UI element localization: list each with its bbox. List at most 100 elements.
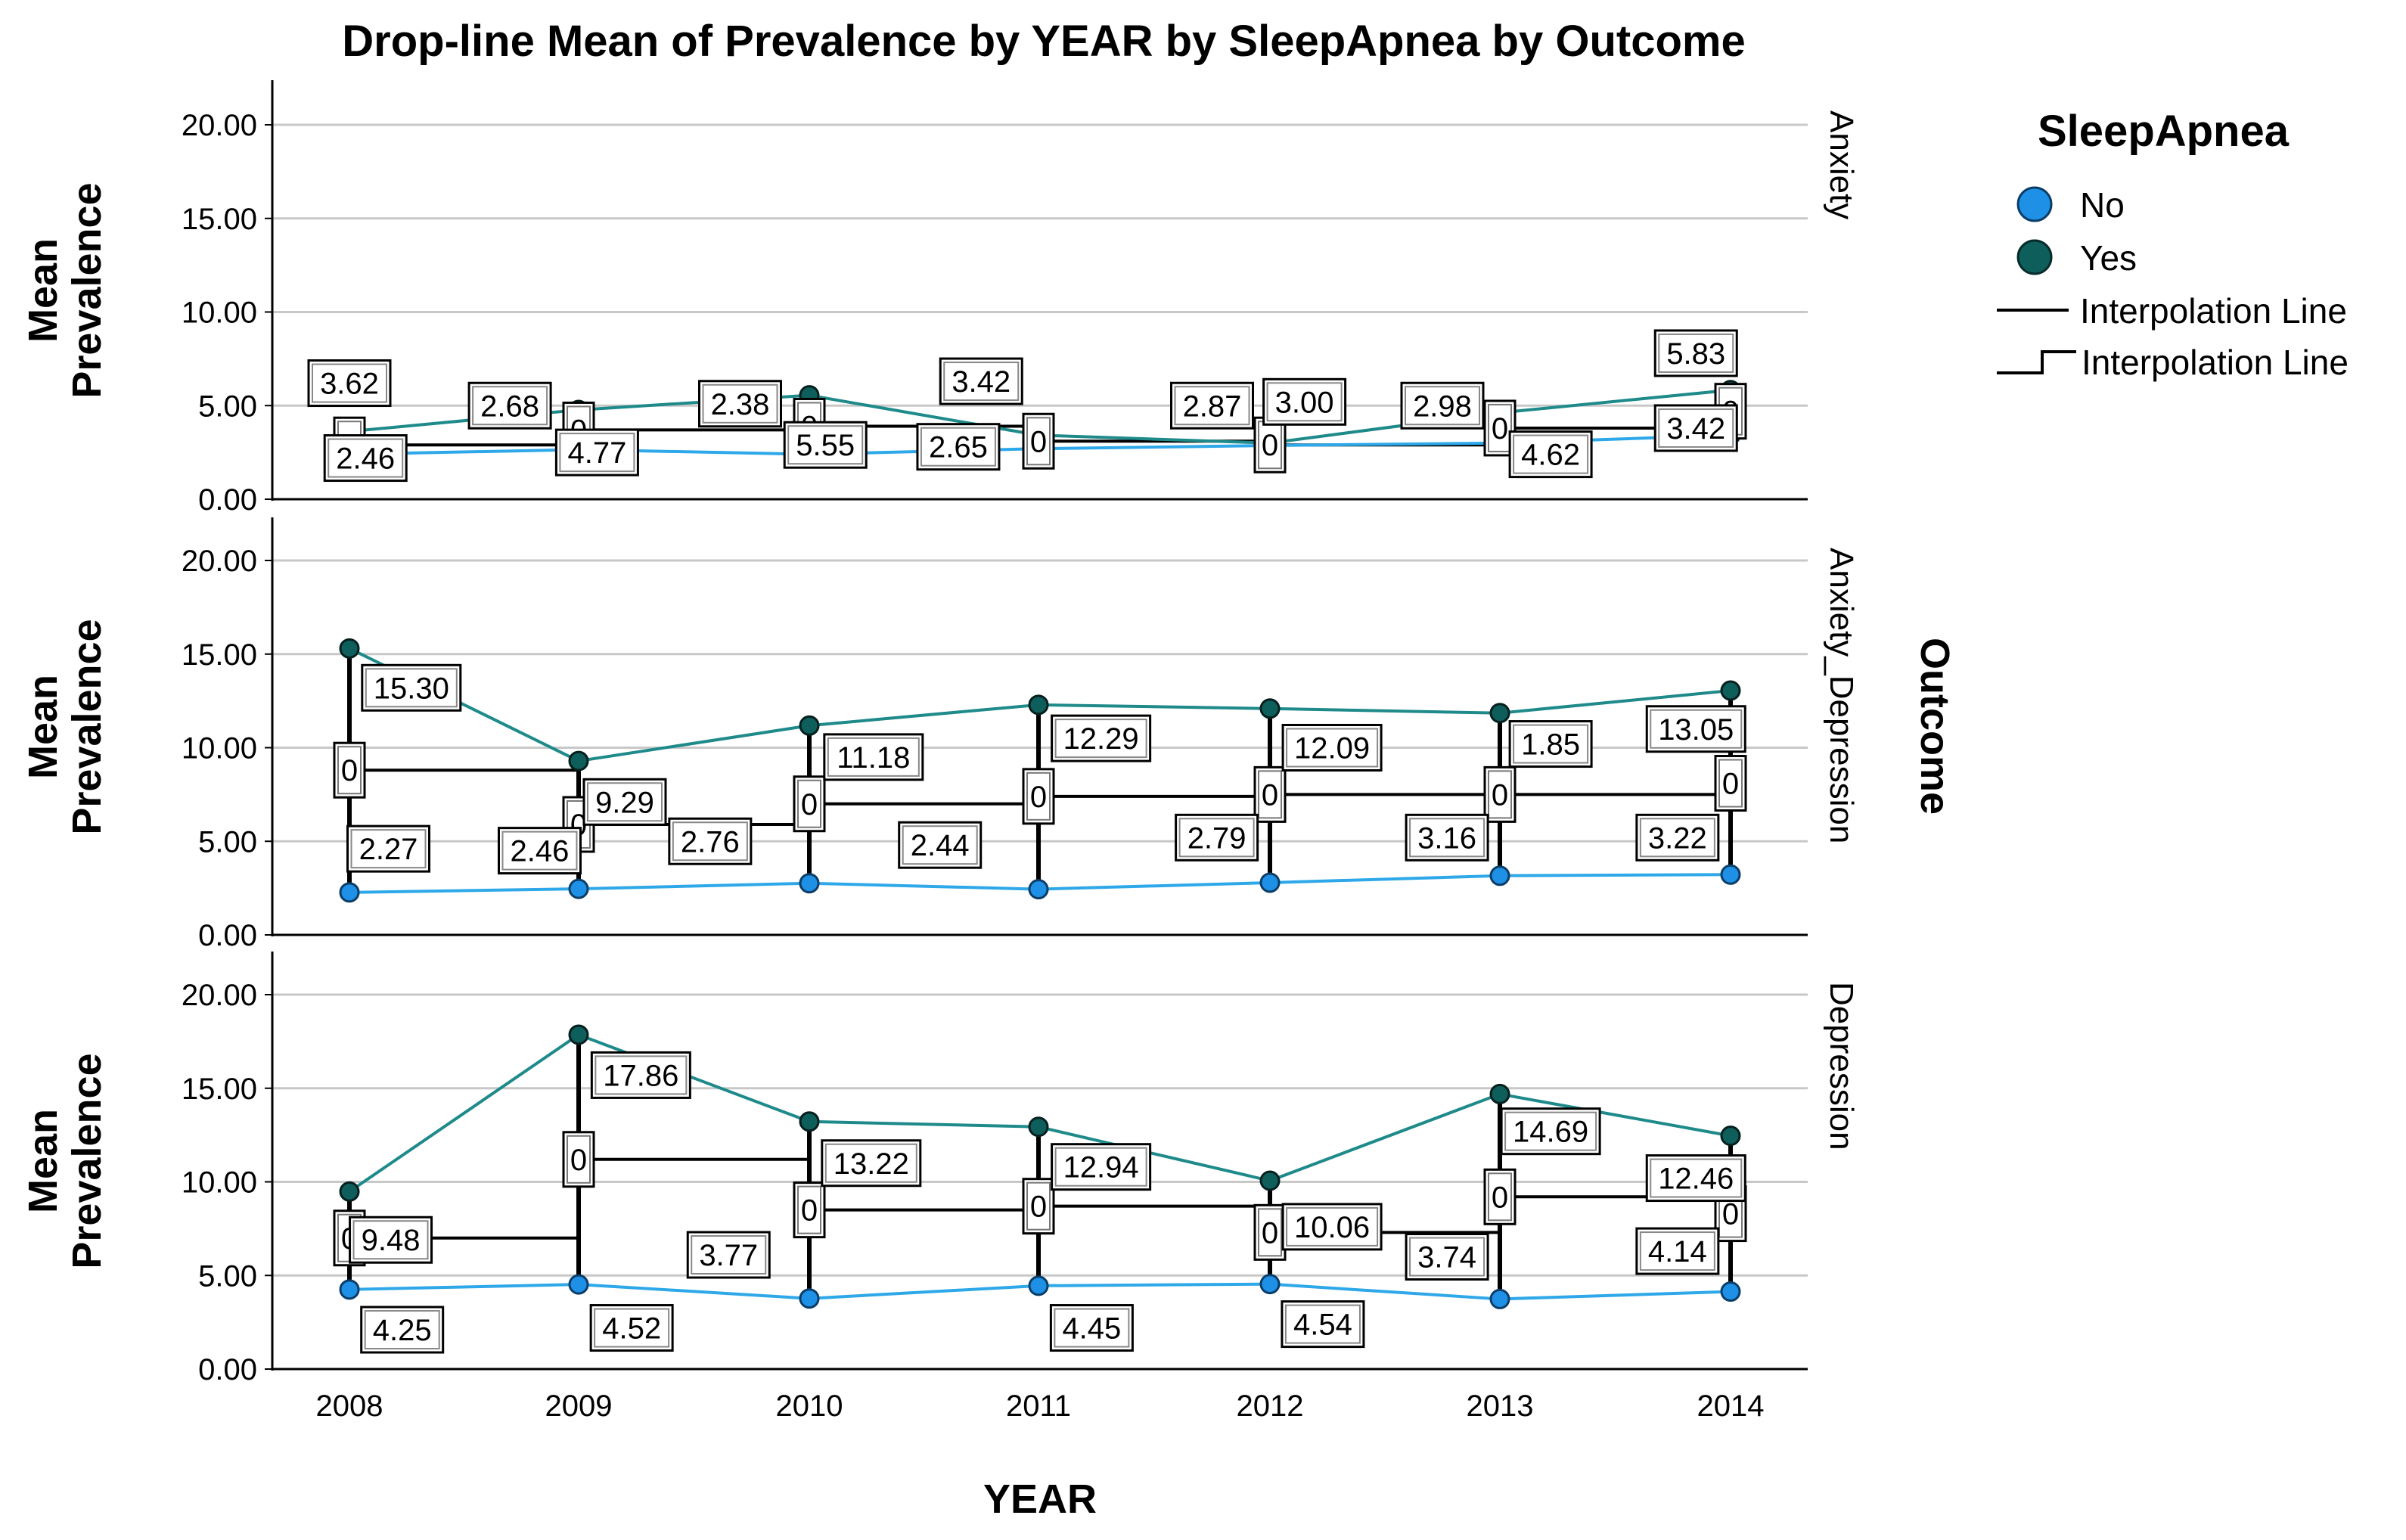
value-box-inner — [1026, 772, 1051, 821]
x-tick-label: 2011 — [1006, 1389, 1071, 1423]
value-box-inner — [1026, 1181, 1051, 1231]
value-box — [1022, 412, 1055, 470]
data-label-box — [1175, 813, 1259, 862]
y-tick-label: 0.00 — [198, 483, 257, 517]
data-label-box — [1508, 720, 1593, 768]
data-label: 4.62 — [1521, 439, 1580, 472]
x-tick-label: 2009 — [545, 1389, 613, 1423]
value-box-inner — [1488, 770, 1512, 819]
data-label-box — [1405, 813, 1489, 862]
data-label-box — [1051, 714, 1152, 762]
y-axis-title: Prevalence — [64, 182, 110, 398]
data-label-box-inner — [587, 782, 663, 822]
data-label: 5.83 — [1666, 337, 1725, 371]
data-label-box-inner — [595, 1055, 688, 1095]
value-box — [1022, 768, 1055, 825]
data-label-box-inner — [365, 668, 458, 708]
data-label-box — [323, 434, 408, 483]
legend-title: SleepApnea — [2038, 107, 2290, 156]
point-no — [1720, 1281, 1741, 1302]
data-label-box-inner — [559, 433, 635, 473]
y-tick-label: 5.00 — [198, 390, 257, 423]
data-label-box — [1400, 381, 1485, 430]
data-label-box-inner — [691, 1235, 767, 1275]
data-label: 9.48 — [362, 1224, 421, 1257]
value-box-label: 0 — [570, 1144, 587, 1177]
data-label-box-inner — [1286, 728, 1379, 768]
value-box — [793, 1181, 826, 1239]
data-label-box — [1645, 705, 1746, 753]
x-tick-label: 2008 — [316, 1389, 383, 1423]
data-label-box — [821, 1139, 922, 1188]
value-box-label: 0 — [801, 1194, 818, 1228]
point-yes — [1720, 680, 1741, 701]
data-label-box — [590, 1051, 691, 1099]
value-box-label: 0 — [1030, 781, 1047, 814]
value-box-label: 0 — [341, 754, 358, 787]
point-no — [568, 1274, 589, 1295]
legend-interpolation-step-icon — [1997, 350, 2076, 374]
data-label: 2.65 — [929, 431, 988, 464]
data-label-box-inner — [1409, 1237, 1486, 1277]
data-label-box — [1049, 1304, 1134, 1352]
data-label: 2.38 — [711, 388, 770, 421]
data-label-box-inner — [1054, 1147, 1147, 1187]
y-tick-label: 15.00 — [182, 638, 257, 672]
facet-label: Depression — [1823, 982, 1860, 1150]
value-box — [1483, 1168, 1517, 1225]
value-box-label: 0 — [1492, 778, 1508, 812]
data-label: 3.22 — [1648, 821, 1707, 855]
value-box-label: 0 — [1262, 1216, 1278, 1250]
legend-no-label: No — [2080, 185, 2125, 225]
facet-label: Anxiety — [1823, 110, 1860, 219]
data-label-box-inner — [501, 831, 578, 871]
data-label: 2.46 — [336, 442, 395, 476]
data-label-box — [1281, 724, 1383, 772]
panels-layer: 0.005.0010.0015.0020.00MeanPrevalenceAnx… — [20, 80, 1860, 1423]
data-label-box-inner — [1504, 1111, 1597, 1151]
point-yes — [1259, 698, 1281, 719]
y-tick-label: 10.00 — [182, 1166, 257, 1200]
data-label-box-inner — [1513, 434, 1589, 474]
data-label-box-inner — [1513, 724, 1589, 764]
data-label-box — [898, 821, 983, 869]
data-label-box-inner — [312, 363, 387, 403]
facet-label-group: Depression — [1823, 982, 1860, 1150]
x-tick-label: 2010 — [776, 1389, 843, 1423]
value-box-label: 0 — [801, 788, 818, 821]
value-box — [1022, 1178, 1055, 1235]
value-box — [1714, 755, 1747, 812]
data-label-box — [1653, 404, 1738, 452]
data-label: 12.09 — [1294, 732, 1370, 765]
data-label: 17.86 — [603, 1059, 678, 1092]
data-label-box — [349, 1216, 433, 1264]
value-box-label: 0 — [1262, 778, 1278, 812]
data-label-box — [823, 733, 924, 781]
point-no — [1720, 864, 1741, 885]
data-label: 15.30 — [374, 672, 449, 705]
facet-label: Anxiety_Depression — [1823, 548, 1860, 843]
y-tick-label: 0.00 — [198, 1353, 257, 1386]
data-label: 4.54 — [1293, 1309, 1352, 1342]
data-label: 4.52 — [602, 1312, 661, 1346]
data-label-box-inner — [702, 383, 778, 424]
data-label-box — [467, 381, 552, 430]
data-label-box-inner — [1054, 719, 1147, 759]
point-yes — [1259, 1170, 1281, 1191]
legend: SleepApnea No Yes Interpolation Line Int… — [1997, 107, 2349, 382]
data-label-box-inner — [672, 821, 748, 862]
point-yes — [1028, 1116, 1049, 1138]
data-label-box-inner — [1405, 386, 1480, 426]
value-box-inner — [567, 1135, 591, 1184]
data-label-box-inner — [1650, 709, 1743, 749]
data-label: 4.25 — [373, 1314, 432, 1347]
data-label-box-inner — [943, 362, 1020, 402]
data-label-box — [916, 423, 1001, 471]
data-label-box-inner — [364, 1310, 440, 1350]
value-box-label: 0 — [1262, 429, 1278, 462]
data-label: 5.55 — [796, 429, 855, 462]
